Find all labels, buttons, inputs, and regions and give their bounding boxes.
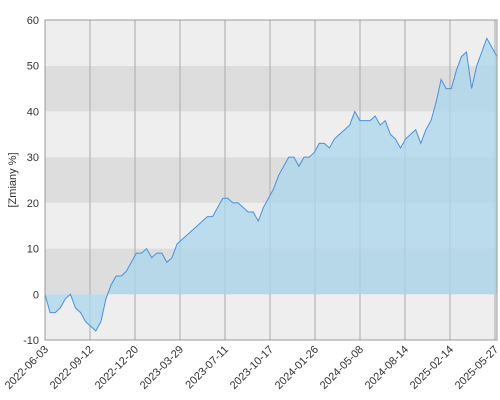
x-tick-label: 2022-12-20 [93, 344, 141, 392]
x-tick-label: 2022-06-03 [3, 344, 51, 392]
grid-band [45, 294, 497, 340]
y-tick-label: 50 [27, 61, 39, 73]
x-tick-label: 2025-05-27 [453, 344, 500, 392]
grid-band [45, 65, 497, 112]
x-tick-label: 2023-07-11 [183, 344, 231, 392]
y-tick-label: 0 [33, 289, 39, 301]
y-tick-label: 40 [27, 106, 39, 118]
y-tick-label: 20 [27, 198, 39, 210]
grid-band [45, 20, 497, 66]
x-tick-label: 2023-03-29 [138, 344, 186, 392]
x-tick-label: 2024-08-14 [363, 344, 411, 392]
y-axis-label: [Zmiany %] [7, 152, 19, 207]
line [44, 37, 498, 332]
x-tick-label: 2024-05-08 [318, 344, 366, 392]
area [45, 38, 497, 331]
x-tick-label: 2024-01-26 [273, 344, 321, 392]
y-tick-label: 30 [27, 152, 39, 164]
y-tick-label: 10 [27, 244, 39, 256]
x-tick-label: 2022-09-12 [48, 344, 96, 392]
y-tick-label: 60 [27, 15, 39, 27]
plot-border [44, 19, 498, 341]
x-tick-label: 2025-02-14 [408, 344, 456, 392]
x-tick-label: 2023-10-17 [228, 344, 276, 392]
y-tick-label: -10 [23, 335, 39, 347]
